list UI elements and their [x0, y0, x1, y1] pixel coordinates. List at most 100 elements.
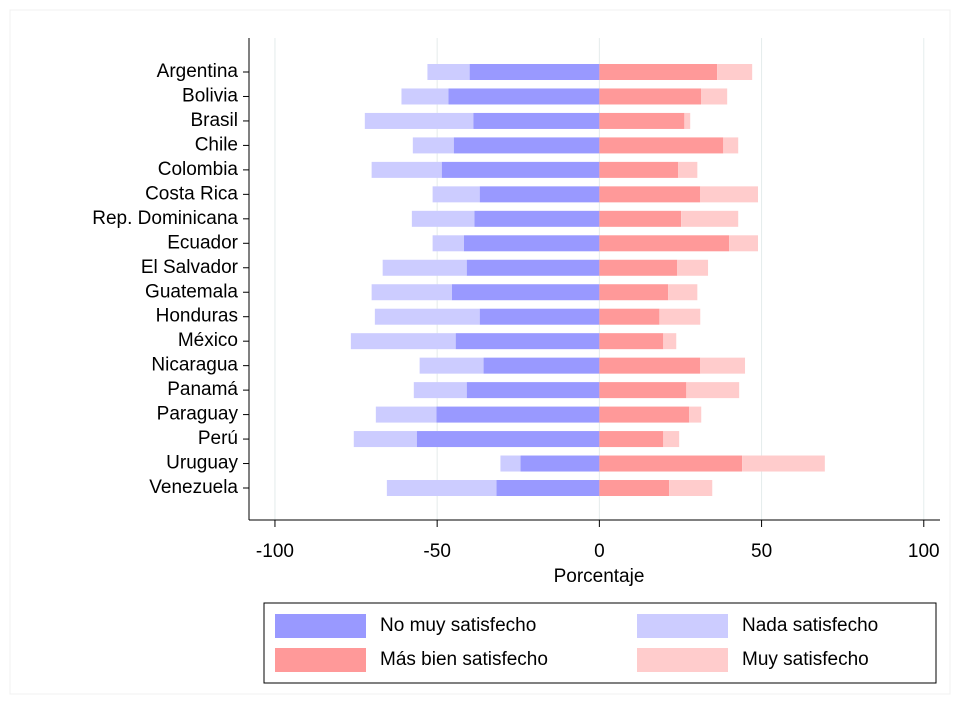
legend-swatch [637, 648, 728, 672]
bar [729, 235, 759, 252]
bar [474, 210, 600, 227]
y-tick-label: Bolivia [182, 85, 238, 106]
bar [469, 64, 600, 80]
bar [453, 137, 600, 154]
bar [599, 137, 724, 154]
legend-label: Más bien satisfecho [380, 649, 548, 670]
bar [386, 480, 497, 496]
bar [686, 382, 740, 399]
bar [479, 308, 600, 325]
bar [463, 235, 600, 252]
y-tick-label: Colombia [158, 159, 239, 180]
bar [599, 357, 701, 374]
y-tick-label: Perú [198, 428, 238, 449]
y-tick-label: Honduras [156, 306, 238, 327]
bar [350, 333, 456, 350]
bar [413, 382, 467, 399]
bar [599, 64, 718, 80]
legend-label: No muy satisfecho [380, 615, 536, 636]
bar [663, 431, 680, 448]
bar [441, 161, 600, 178]
bar [416, 431, 600, 448]
bar [599, 186, 701, 203]
bar [599, 284, 669, 301]
bar [700, 186, 759, 203]
bar [700, 357, 746, 374]
bar [599, 235, 730, 252]
bar [669, 480, 713, 496]
bar [668, 284, 698, 301]
bar [432, 235, 464, 252]
bar [659, 308, 701, 325]
y-tick-label: Uruguay [166, 453, 238, 474]
y-tick-label: Paraguay [157, 404, 239, 425]
y-tick-label: Panamá [167, 379, 238, 400]
bar [677, 259, 709, 276]
bar [374, 308, 480, 325]
y-tick-label: Ecuador [167, 232, 238, 253]
y-tick-label: Venezuela [149, 477, 238, 498]
legend-label: Muy satisfecho [742, 649, 869, 670]
bar [382, 259, 467, 276]
bar [479, 186, 600, 203]
y-tick-label: México [178, 330, 238, 351]
y-tick-label: Argentina [157, 61, 239, 82]
bar [599, 382, 687, 399]
y-tick-label: Chile [195, 134, 238, 155]
bar [599, 406, 690, 423]
bar [451, 284, 600, 301]
bar [742, 455, 825, 472]
x-tick-label: -50 [423, 541, 450, 562]
bar [436, 406, 600, 423]
y-tick-label: Costa Rica [145, 183, 238, 204]
bar [371, 284, 452, 301]
y-tick-label: Rep. Dominicana [92, 208, 238, 229]
bar [473, 112, 600, 129]
bar [364, 112, 474, 129]
bar [689, 406, 702, 423]
bar [681, 210, 739, 227]
bar [723, 137, 739, 154]
bar [427, 64, 470, 80]
bar [599, 112, 685, 129]
bar [678, 161, 698, 178]
y-tick-label: El Salvador [141, 257, 239, 278]
bar [466, 382, 600, 399]
bar [353, 431, 417, 448]
bar [663, 333, 677, 350]
x-tick-label: -100 [256, 541, 294, 562]
bar [375, 406, 437, 423]
x-tick-label: 100 [908, 541, 940, 562]
bar [419, 357, 484, 374]
x-tick-label: 0 [594, 541, 605, 562]
legend-swatch [637, 614, 728, 638]
x-tick-label: 50 [751, 541, 772, 562]
bar [599, 333, 664, 350]
bar [599, 455, 743, 472]
bar [599, 431, 664, 448]
bar [599, 210, 682, 227]
bar [483, 357, 600, 374]
y-tick-label: Brasil [190, 110, 238, 131]
bar [717, 64, 753, 80]
y-tick-label: Nicaragua [151, 355, 238, 376]
legend-swatch [275, 614, 366, 638]
bar [411, 210, 475, 227]
bar [520, 455, 600, 472]
bar [455, 333, 600, 350]
legend-swatch [275, 648, 366, 672]
bar [466, 259, 600, 276]
y-tick-label: Guatemala [145, 281, 238, 302]
bar [599, 88, 702, 105]
bar [401, 88, 449, 105]
bar [599, 259, 678, 276]
bar [500, 455, 521, 472]
bar [412, 137, 454, 154]
bar [599, 161, 679, 178]
legend-box [263, 602, 937, 684]
bar [448, 88, 600, 105]
bar [371, 161, 442, 178]
bar [432, 186, 480, 203]
